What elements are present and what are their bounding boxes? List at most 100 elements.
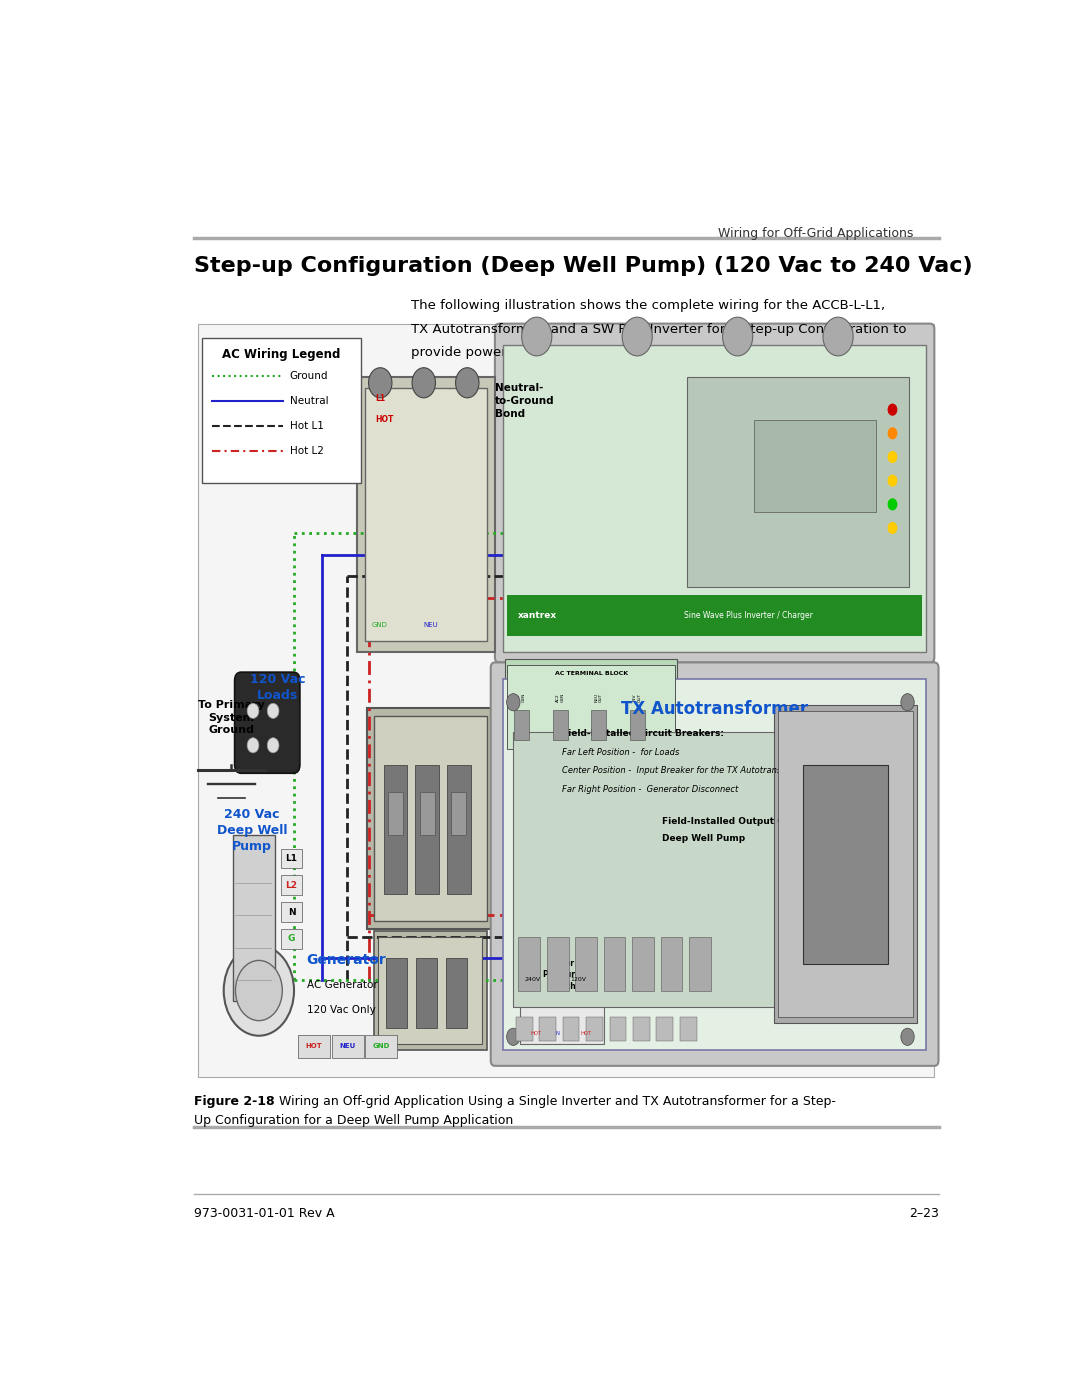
- Circle shape: [889, 522, 896, 534]
- FancyBboxPatch shape: [516, 1017, 532, 1041]
- FancyBboxPatch shape: [282, 876, 301, 895]
- FancyBboxPatch shape: [689, 937, 711, 990]
- Text: Step-up Configuration (Deep Well Pump) (120 Vac to 240 Vac): Step-up Configuration (Deep Well Pump) (…: [193, 256, 972, 275]
- Text: TX Autotransformer: TX Autotransformer: [621, 700, 808, 718]
- Text: NEU: NEU: [339, 1044, 355, 1049]
- Text: Neutral: Neutral: [289, 397, 328, 407]
- Text: INV
OUT: INV OUT: [633, 693, 642, 703]
- FancyBboxPatch shape: [282, 902, 301, 922]
- Circle shape: [889, 404, 896, 415]
- Text: HOT: HOT: [580, 1031, 592, 1035]
- FancyBboxPatch shape: [505, 659, 677, 754]
- Text: Neutral-
to-Ground
Bond: Neutral- to-Ground Bond: [495, 383, 554, 419]
- FancyBboxPatch shape: [804, 764, 888, 964]
- FancyBboxPatch shape: [416, 958, 437, 1028]
- Circle shape: [889, 427, 896, 439]
- FancyBboxPatch shape: [419, 792, 434, 834]
- Text: provide power for a 240 Vac Load.: provide power for a 240 Vac Load.: [411, 346, 639, 359]
- FancyBboxPatch shape: [503, 679, 926, 1049]
- FancyBboxPatch shape: [503, 345, 926, 651]
- Text: L2: L2: [285, 880, 297, 890]
- FancyBboxPatch shape: [202, 338, 361, 483]
- Text: GND: GND: [372, 622, 388, 629]
- FancyBboxPatch shape: [513, 732, 775, 1007]
- FancyBboxPatch shape: [518, 937, 540, 990]
- Circle shape: [622, 317, 652, 356]
- Text: Wiring for Off-Grid Applications: Wiring for Off-Grid Applications: [718, 226, 914, 240]
- Text: Figure 2-18: Figure 2-18: [193, 1095, 274, 1108]
- Text: NEU
OUT: NEU OUT: [594, 693, 603, 703]
- Text: 240V: 240V: [524, 978, 540, 982]
- FancyBboxPatch shape: [539, 1017, 556, 1041]
- Text: 973-0031-01-01 Rev A: 973-0031-01-01 Rev A: [193, 1207, 334, 1220]
- Text: xantrex: xantrex: [518, 610, 557, 620]
- Text: N: N: [555, 1031, 559, 1035]
- FancyBboxPatch shape: [298, 1035, 330, 1059]
- FancyBboxPatch shape: [632, 937, 654, 990]
- Text: AC TERMINAL BLOCK: AC TERMINAL BLOCK: [555, 671, 627, 676]
- FancyBboxPatch shape: [657, 1017, 673, 1041]
- Text: HOT: HOT: [306, 1044, 323, 1049]
- Text: Deep Well Pump: Deep Well Pump: [662, 834, 745, 844]
- Text: Field-Installed Output Circuit Breaker for: Field-Installed Output Circuit Breaker f…: [662, 817, 872, 826]
- FancyBboxPatch shape: [680, 1017, 697, 1041]
- FancyBboxPatch shape: [630, 710, 645, 740]
- FancyBboxPatch shape: [365, 388, 486, 641]
- FancyBboxPatch shape: [521, 932, 604, 1045]
- Circle shape: [823, 317, 853, 356]
- Text: Sine Wave Plus Inverter / Charger: Sine Wave Plus Inverter / Charger: [684, 610, 812, 620]
- FancyBboxPatch shape: [490, 662, 939, 1066]
- Text: TX Autotransformer, and a SW Plus Inverter for a Step-up Configuration to: TX Autotransformer, and a SW Plus Invert…: [411, 323, 907, 335]
- Text: Far Left Position -  for Loads: Far Left Position - for Loads: [562, 749, 679, 757]
- FancyBboxPatch shape: [495, 324, 934, 662]
- Text: Ground: Ground: [289, 372, 328, 381]
- FancyBboxPatch shape: [508, 595, 922, 636]
- FancyBboxPatch shape: [378, 937, 483, 1045]
- FancyBboxPatch shape: [388, 792, 403, 834]
- FancyBboxPatch shape: [553, 710, 568, 740]
- FancyBboxPatch shape: [546, 937, 568, 990]
- Circle shape: [889, 451, 896, 462]
- Text: GND: GND: [373, 1044, 390, 1049]
- Text: AC2
GEN: AC2 GEN: [556, 693, 565, 703]
- Text: AC Generator: AC Generator: [307, 981, 377, 990]
- Text: G: G: [288, 935, 295, 943]
- Text: 120V: 120V: [570, 978, 586, 982]
- Text: Water
Pressure
Switch: Water Pressure Switch: [543, 960, 581, 990]
- FancyBboxPatch shape: [446, 958, 468, 1028]
- Circle shape: [456, 367, 480, 398]
- Text: 120 Vac
Loads: 120 Vac Loads: [249, 673, 305, 703]
- FancyBboxPatch shape: [633, 1017, 650, 1041]
- FancyBboxPatch shape: [383, 764, 407, 894]
- Circle shape: [507, 1028, 521, 1045]
- FancyBboxPatch shape: [234, 672, 300, 774]
- FancyBboxPatch shape: [416, 764, 438, 894]
- Circle shape: [507, 694, 521, 711]
- Circle shape: [368, 367, 392, 398]
- FancyBboxPatch shape: [563, 1017, 580, 1041]
- FancyBboxPatch shape: [367, 708, 494, 929]
- Text: Far Right Position -  Generator Disconnect: Far Right Position - Generator Disconnec…: [562, 785, 738, 793]
- FancyBboxPatch shape: [514, 710, 529, 740]
- Text: Hot L2: Hot L2: [289, 446, 324, 455]
- FancyBboxPatch shape: [447, 764, 471, 894]
- Text: 240 Vac
Deep Well
Pump: 240 Vac Deep Well Pump: [217, 807, 287, 852]
- FancyBboxPatch shape: [604, 937, 625, 990]
- FancyBboxPatch shape: [576, 937, 597, 990]
- Text: L1: L1: [285, 854, 297, 863]
- Text: 120 Vac Only: 120 Vac Only: [307, 1004, 376, 1014]
- Text: The following illustration shows the complete wiring for the ACCB-L-L1,: The following illustration shows the com…: [411, 299, 886, 312]
- Circle shape: [267, 703, 279, 718]
- Text: Generator: Generator: [307, 953, 387, 968]
- FancyBboxPatch shape: [282, 848, 301, 868]
- FancyBboxPatch shape: [591, 710, 606, 740]
- Circle shape: [901, 1028, 915, 1045]
- Circle shape: [224, 946, 294, 1035]
- FancyBboxPatch shape: [609, 1017, 626, 1041]
- FancyBboxPatch shape: [451, 792, 467, 834]
- Text: Field-Installed Circuit Breakers:: Field-Installed Circuit Breakers:: [562, 729, 724, 738]
- FancyBboxPatch shape: [356, 377, 495, 651]
- Text: Center Position -  Input Breaker for the TX Autotransformer: Center Position - Input Breaker for the …: [562, 767, 810, 775]
- FancyBboxPatch shape: [661, 937, 683, 990]
- Text: AC1
GEN: AC1 GEN: [517, 693, 526, 703]
